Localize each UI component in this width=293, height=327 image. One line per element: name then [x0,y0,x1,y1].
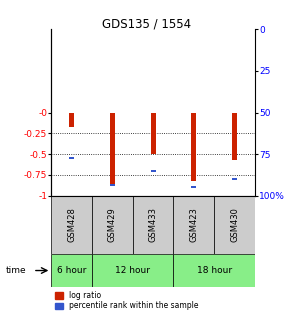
Text: GSM423: GSM423 [189,207,198,242]
Text: GSM429: GSM429 [108,207,117,242]
Bar [110,184,115,186]
Text: 6 hour: 6 hour [57,266,86,275]
Text: time: time [6,266,27,275]
Bar [232,112,237,160]
Bar [191,112,196,181]
Bar [151,170,156,172]
Text: GSM433: GSM433 [149,207,158,242]
Bar [110,112,115,185]
Text: GSM428: GSM428 [67,207,76,242]
Text: GDS135 / 1554: GDS135 / 1554 [102,18,191,31]
Bar [232,178,237,180]
Bar [173,196,214,254]
Legend: log ratio, percentile rank within the sample: log ratio, percentile rank within the sa… [55,291,198,311]
Bar [92,254,173,287]
Bar [133,196,173,254]
Text: 12 hour: 12 hour [115,266,150,275]
Bar [69,157,74,159]
Bar [191,186,196,188]
Bar [173,254,255,287]
Bar [151,112,156,154]
Bar [214,196,255,254]
Bar [69,112,74,127]
Bar [92,196,133,254]
Text: GSM430: GSM430 [230,207,239,242]
Text: 18 hour: 18 hour [197,266,232,275]
Bar [51,196,92,254]
Bar [51,254,92,287]
